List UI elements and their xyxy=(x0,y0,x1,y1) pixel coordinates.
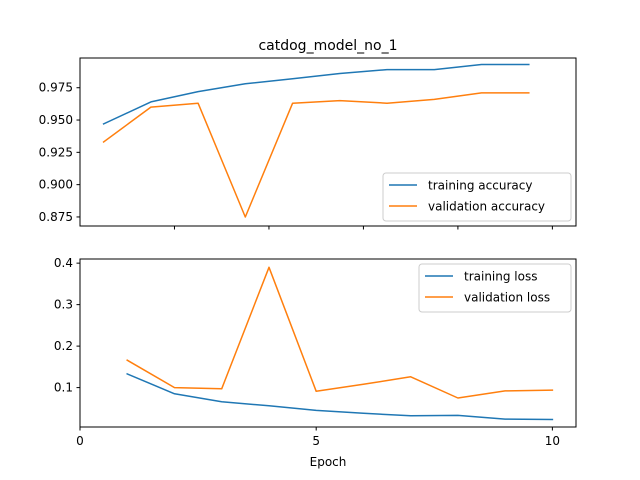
legend: training accuracy validation accuracy xyxy=(382,172,572,222)
y-tick-label: 0.3 xyxy=(54,298,73,312)
y-tick-label: 0.2 xyxy=(54,339,73,353)
y-tick-label: 0.900 xyxy=(39,178,73,192)
series-line-validation-loss xyxy=(126,266,554,399)
x-tick-label: 10 xyxy=(545,434,560,448)
legend-label: validation accuracy xyxy=(428,200,545,214)
series-line-training-loss xyxy=(126,372,554,421)
y-tick-label: 0.975 xyxy=(39,81,73,95)
subplot-1: 0.875 0.900 0.925 0.950 0.975 catdog_model_no… xyxy=(39,38,577,230)
chart-title: catdog_model_no_1 xyxy=(258,38,397,54)
legend-label: training loss xyxy=(464,270,537,284)
series-line-training-accuracy xyxy=(102,63,530,125)
legend-frame xyxy=(418,263,572,313)
x-axis-label: Epoch xyxy=(310,455,347,469)
subplot-2: 0.1 0.2 0.3 0.4 0 5 10 Epoch training loss valida… xyxy=(54,256,577,469)
y-tick-label: 0.950 xyxy=(39,113,73,127)
legend-label: training accuracy xyxy=(428,179,532,193)
legend: training loss validation loss xyxy=(418,263,572,313)
series-line-validation-accuracy xyxy=(102,92,530,218)
x-tick-label: 5 xyxy=(312,434,320,448)
y-tick-label: 0.925 xyxy=(39,145,73,159)
y-tick-label: 0.875 xyxy=(39,210,73,224)
x-tick-label: 0 xyxy=(76,434,84,448)
y-tick-label: 0.4 xyxy=(54,256,73,270)
legend-frame xyxy=(382,172,572,222)
axes-frame xyxy=(79,57,577,227)
legend-label: validation loss xyxy=(464,291,550,305)
y-tick-label: 0.1 xyxy=(54,381,73,395)
axes-frame xyxy=(79,258,577,428)
